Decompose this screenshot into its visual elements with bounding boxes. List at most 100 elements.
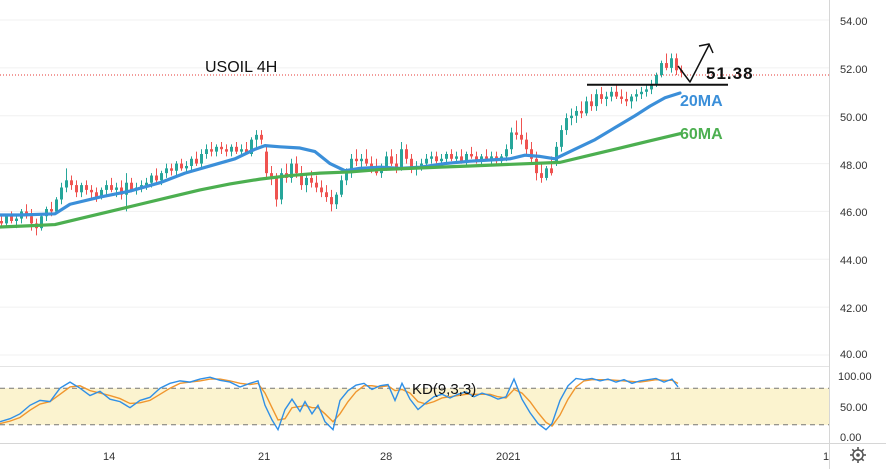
candle bbox=[635, 89, 638, 102]
price-tick-label: 54.00 bbox=[840, 16, 868, 28]
candle bbox=[615, 84, 618, 99]
candle bbox=[465, 151, 468, 166]
price-tick-label: 48.00 bbox=[840, 160, 868, 172]
candle bbox=[85, 180, 88, 195]
moving-averages bbox=[0, 91, 682, 229]
time-axis: 14 21 28 2021 11 1 bbox=[103, 451, 829, 463]
candle bbox=[625, 91, 628, 107]
candle bbox=[600, 87, 603, 104]
candle bbox=[660, 60, 663, 78]
candle bbox=[325, 185, 328, 202]
candle bbox=[365, 149, 368, 166]
candle bbox=[200, 149, 203, 169]
candle bbox=[235, 142, 238, 154]
candle bbox=[335, 192, 338, 210]
time-tick-label: 2021 bbox=[496, 451, 520, 463]
candle bbox=[490, 151, 493, 164]
candles bbox=[0, 53, 683, 236]
candle bbox=[195, 151, 198, 166]
candle bbox=[545, 165, 548, 181]
stochastic-tick-label: 50.00 bbox=[840, 402, 868, 414]
candle bbox=[570, 108, 573, 126]
candle bbox=[90, 185, 93, 200]
candle bbox=[670, 53, 673, 73]
candle bbox=[430, 151, 433, 164]
candle bbox=[330, 189, 333, 212]
candle bbox=[400, 142, 403, 171]
price-tick-label: 40.00 bbox=[840, 349, 868, 361]
candle bbox=[445, 151, 448, 164]
candle bbox=[595, 89, 598, 111]
price-tick-label: 44.00 bbox=[840, 255, 868, 267]
price-axis: 54.00 52.00 50.00 48.00 46.00 44.00 42.0… bbox=[840, 16, 868, 361]
candle bbox=[515, 120, 518, 140]
candle bbox=[470, 146, 473, 159]
time-tick-label: 21 bbox=[258, 451, 270, 463]
candle bbox=[110, 177, 113, 193]
candle bbox=[605, 91, 608, 107]
candle bbox=[520, 118, 523, 145]
candle bbox=[525, 132, 528, 154]
stochastic-levels bbox=[0, 387, 829, 426]
candle bbox=[405, 144, 408, 164]
candle bbox=[665, 53, 668, 71]
candle bbox=[75, 180, 78, 198]
candle bbox=[175, 161, 178, 176]
candle bbox=[40, 213, 43, 231]
candle bbox=[390, 149, 393, 166]
candle bbox=[215, 144, 218, 157]
level-value-label: 51.38 bbox=[706, 64, 754, 83]
candle bbox=[320, 180, 323, 198]
candle bbox=[290, 158, 293, 183]
candle bbox=[70, 175, 73, 190]
candle bbox=[640, 87, 643, 99]
candle bbox=[300, 165, 303, 190]
candle bbox=[560, 125, 563, 152]
candle bbox=[265, 146, 268, 178]
candle bbox=[590, 94, 593, 111]
stochastic-lines bbox=[0, 376, 679, 432]
candle bbox=[410, 154, 413, 174]
candle bbox=[450, 149, 453, 162]
candle bbox=[675, 53, 678, 76]
candle bbox=[105, 180, 108, 195]
candle bbox=[180, 158, 183, 171]
arrow-head-icon bbox=[698, 43, 714, 54]
candle bbox=[510, 127, 513, 154]
ma-line-20ma bbox=[0, 91, 682, 217]
price-tick-label: 50.00 bbox=[840, 112, 868, 124]
stochastic-overbought-oversold-band bbox=[0, 388, 829, 425]
price-tick-label: 46.00 bbox=[840, 207, 868, 219]
candle bbox=[435, 151, 438, 164]
candle bbox=[580, 101, 583, 119]
candle bbox=[220, 142, 223, 154]
candle bbox=[170, 163, 173, 176]
candle bbox=[305, 173, 308, 193]
stochastic-tick-label: 100.00 bbox=[838, 371, 872, 383]
candle bbox=[650, 79, 653, 95]
ma-line-60ma bbox=[0, 132, 682, 229]
time-tick-label: 14 bbox=[103, 451, 115, 463]
candle bbox=[315, 175, 318, 193]
stochastic-tick-label: 0.00 bbox=[840, 432, 861, 444]
candle bbox=[225, 144, 228, 157]
candle bbox=[80, 182, 83, 198]
candle bbox=[155, 168, 158, 183]
price-tick-label: 52.00 bbox=[840, 64, 868, 76]
candle bbox=[120, 180, 123, 200]
candle bbox=[255, 130, 258, 150]
candle bbox=[630, 94, 633, 109]
settings-gear-icon[interactable] bbox=[850, 447, 866, 463]
candle bbox=[210, 142, 213, 157]
stochastic-axis: 100.00 50.00 0.00 bbox=[838, 371, 872, 444]
candle bbox=[340, 175, 343, 198]
time-tick-label: 28 bbox=[380, 451, 392, 463]
candle bbox=[530, 142, 533, 164]
candle bbox=[565, 113, 568, 135]
candle bbox=[260, 130, 263, 145]
stochastic-k-line bbox=[0, 376, 679, 432]
chart-title: USOIL 4H bbox=[205, 59, 277, 76]
candle bbox=[270, 165, 273, 186]
